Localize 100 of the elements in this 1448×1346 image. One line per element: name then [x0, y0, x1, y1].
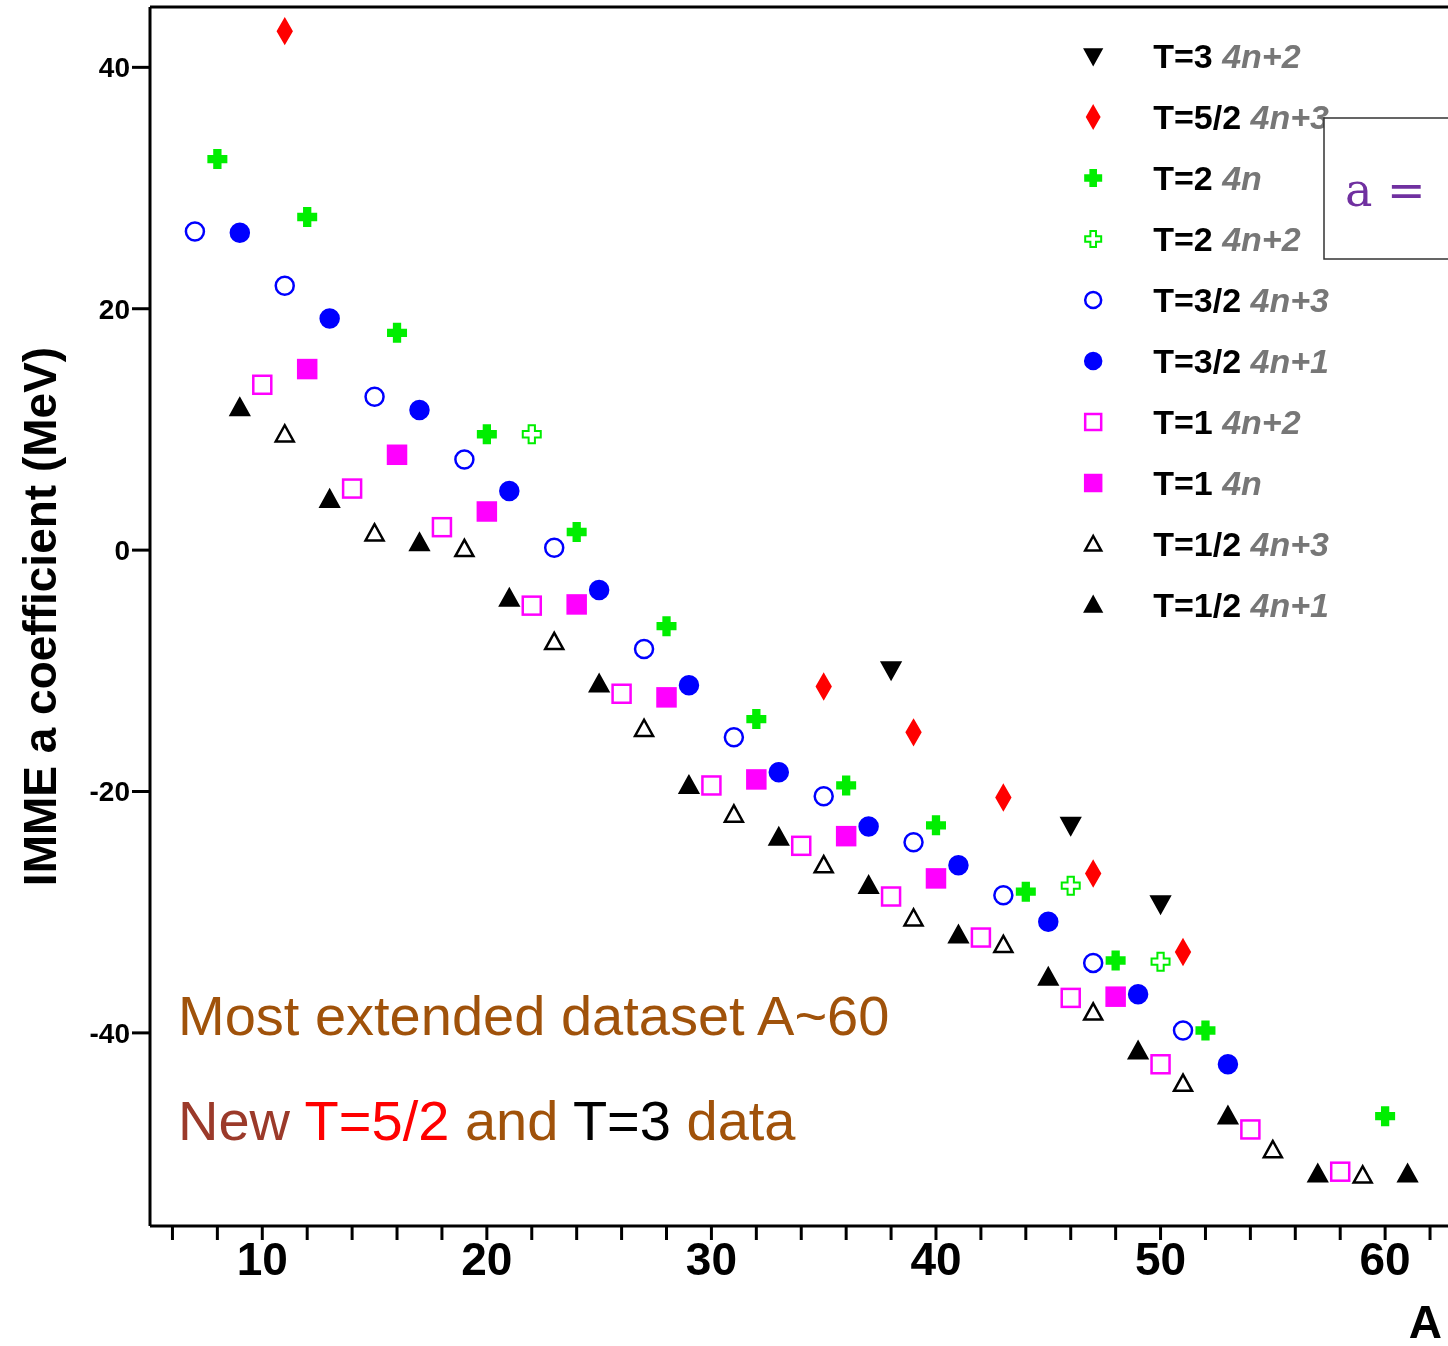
point — [1240, 1119, 1261, 1140]
point — [1060, 816, 1081, 836]
point — [521, 595, 543, 616]
y-axis-title: IMME a coefficient (MeV) — [14, 346, 66, 887]
point — [1195, 1020, 1216, 1041]
point — [701, 775, 722, 796]
point — [1329, 1161, 1351, 1182]
point — [1082, 1002, 1104, 1021]
point — [207, 149, 228, 170]
x-tick-label: 20 — [461, 1232, 513, 1285]
y-tick-label: -40 — [89, 1017, 130, 1049]
point — [678, 775, 700, 794]
point — [768, 761, 790, 783]
point — [319, 308, 340, 329]
point — [925, 815, 946, 836]
point — [543, 537, 565, 558]
point — [1217, 1054, 1239, 1075]
point — [948, 854, 969, 876]
point — [364, 386, 385, 408]
point — [454, 449, 475, 470]
point — [319, 489, 340, 508]
point — [970, 927, 992, 948]
point — [521, 424, 542, 445]
point — [296, 358, 318, 380]
point — [184, 221, 206, 242]
point — [835, 825, 857, 847]
point — [813, 786, 834, 807]
legend-label: T=1/2 4n+3 — [1153, 525, 1330, 563]
point — [1150, 1054, 1171, 1075]
point — [1060, 875, 1081, 896]
point — [274, 424, 295, 443]
point — [1375, 1106, 1396, 1127]
point — [903, 907, 924, 927]
legend-label: T=3/2 4n+3 — [1153, 281, 1330, 319]
point — [723, 804, 745, 823]
point — [858, 816, 879, 837]
point — [252, 374, 273, 396]
point — [1105, 986, 1126, 1007]
point — [386, 444, 408, 466]
point — [633, 718, 655, 738]
annotation: Most extended dataset A~60 — [178, 983, 890, 1047]
point — [274, 275, 295, 297]
point — [836, 775, 857, 796]
x-tick-label: 40 — [910, 1232, 962, 1285]
point — [880, 661, 902, 680]
point — [409, 532, 430, 552]
point — [476, 424, 497, 445]
point — [858, 875, 879, 895]
y-tick-label: -20 — [89, 776, 130, 808]
legend-label: T=5/2 4n+3 — [1153, 98, 1330, 136]
point — [543, 631, 565, 651]
x-tick-label: 60 — [1359, 1232, 1411, 1285]
point — [229, 222, 251, 243]
legend-label: T=1 4n — [1153, 464, 1262, 502]
annotation: New T=5/2 and T=3 data — [178, 1088, 797, 1152]
point — [499, 480, 520, 502]
point — [656, 687, 677, 708]
x-tick-label: 10 — [236, 1232, 288, 1285]
point — [1127, 1040, 1149, 1060]
point — [476, 501, 498, 522]
point — [1172, 1073, 1194, 1093]
point — [1150, 951, 1171, 972]
point — [993, 885, 1014, 906]
legend-label: T=2 4n+2 — [1153, 220, 1301, 258]
point — [1217, 1105, 1239, 1125]
point — [588, 673, 610, 693]
legend-label: T=1/2 4n+1 — [1153, 586, 1329, 624]
point — [588, 579, 610, 601]
point — [880, 886, 902, 907]
point — [431, 516, 453, 538]
point — [297, 207, 318, 228]
point — [1082, 952, 1104, 974]
y-tick-label: 40 — [98, 52, 130, 84]
point — [409, 399, 430, 421]
point — [993, 934, 1014, 954]
legend-label: T=1 4n+2 — [1153, 403, 1301, 441]
point — [723, 726, 745, 748]
point — [566, 522, 587, 543]
point — [656, 616, 677, 637]
point — [611, 683, 632, 704]
point — [1038, 911, 1059, 933]
x-tick-label: 50 — [1134, 1232, 1187, 1285]
point — [341, 478, 363, 499]
point — [1015, 881, 1036, 902]
point — [454, 538, 475, 558]
point — [1352, 1165, 1373, 1184]
point — [1038, 967, 1059, 986]
point — [746, 709, 767, 730]
point — [1127, 984, 1149, 1005]
point — [1105, 950, 1126, 971]
x-axis-title: A — [1408, 1296, 1442, 1346]
point — [791, 835, 812, 857]
point — [746, 769, 767, 790]
point — [1172, 1020, 1194, 1041]
point — [678, 675, 700, 696]
x-tick-label: 30 — [685, 1232, 737, 1285]
point — [1150, 895, 1171, 914]
y-tick-label: 0 — [114, 535, 130, 567]
point — [387, 322, 408, 343]
point — [364, 522, 385, 542]
